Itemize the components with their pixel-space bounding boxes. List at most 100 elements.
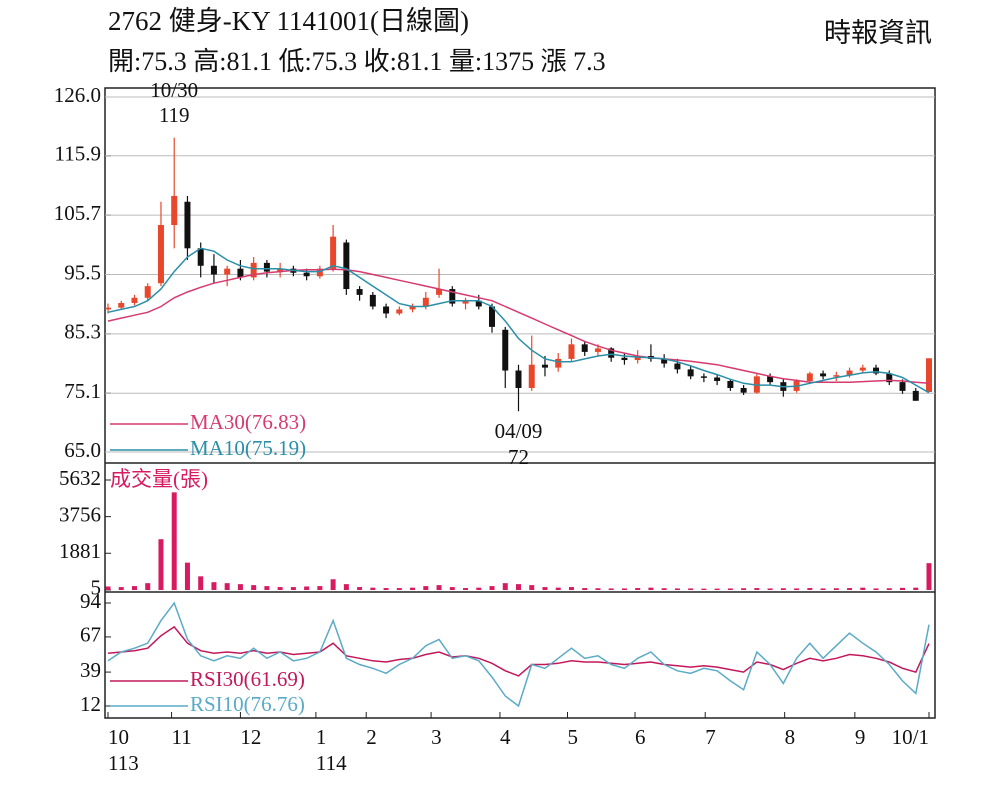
y-tick-label: 94: [80, 589, 102, 613]
candle-body: [568, 344, 575, 359]
volume-bar: [277, 587, 283, 590]
candle-body: [700, 376, 707, 378]
y-tick-label: 115.9: [55, 142, 101, 166]
volume-bar: [568, 587, 574, 590]
volume-bar: [529, 585, 535, 590]
candle-body: [886, 373, 893, 383]
volume-bar: [595, 588, 601, 590]
volume-bar: [754, 588, 760, 590]
annotation-value: 119: [159, 103, 190, 127]
candle-body: [144, 286, 151, 298]
volume-bar: [608, 588, 614, 590]
candle-body: [197, 248, 204, 266]
volume-bar: [913, 587, 919, 590]
y-tick-label: 5632: [59, 466, 101, 490]
candle-body: [330, 236, 337, 269]
candle-body: [806, 373, 813, 381]
volume-bar: [224, 583, 230, 590]
annotation-date: 10/30: [150, 78, 198, 102]
candle-body: [833, 375, 840, 377]
candle-body: [462, 300, 469, 304]
x-tick-label: 6: [635, 725, 646, 749]
volume-bar: [767, 588, 773, 590]
x-tick-label: 1: [316, 725, 327, 749]
y-tick-label: 105.7: [54, 201, 101, 225]
x-tick-label: 11: [172, 725, 192, 749]
candle-body: [515, 370, 522, 388]
volume-bar: [158, 539, 164, 590]
volume-bar: [343, 584, 349, 590]
legend-label: RSI30(61.69): [190, 667, 305, 691]
legend-label: RSI10(76.76): [190, 692, 305, 716]
candle-body: [369, 294, 376, 307]
candle-body: [873, 367, 880, 374]
candle-body: [899, 382, 906, 391]
volume-bar: [317, 586, 323, 590]
x-tick-label: 8: [785, 725, 796, 749]
volume-bar: [211, 582, 217, 590]
volume-bar: [674, 588, 680, 590]
x-tick-label: 10/1: [892, 725, 929, 749]
volume-bar: [516, 584, 521, 590]
candle-body: [224, 268, 231, 275]
candle-body: [343, 242, 350, 290]
volume-title: 成交量(張): [110, 467, 208, 491]
x-tick-label: 4: [500, 725, 511, 749]
candle-body: [356, 289, 363, 295]
volume-bar: [807, 588, 813, 590]
x-tick-label: 7: [705, 725, 716, 749]
candle-body: [449, 289, 456, 304]
volume-bar: [145, 583, 151, 590]
candle-body: [184, 201, 191, 249]
annotation-date: 04/09: [495, 419, 543, 443]
y-tick-label: 1881: [59, 539, 101, 563]
candle-body: [846, 370, 853, 376]
source: 時報資訊: [824, 18, 932, 48]
y-tick-label: 85.3: [64, 320, 101, 344]
candle-body: [767, 376, 774, 383]
candle-body: [171, 195, 178, 226]
y-tick-label: 75.1: [64, 379, 101, 403]
candle-body: [396, 309, 403, 314]
candle-body: [316, 268, 323, 277]
y-tick-label: 126.0: [54, 83, 101, 107]
volume-bar: [131, 586, 137, 590]
candle-body: [661, 358, 668, 364]
x-tick-label: 9: [855, 725, 866, 749]
candle-body: [727, 381, 734, 388]
candle-body: [105, 307, 111, 310]
candle-body: [210, 265, 217, 275]
candle-body: [674, 363, 681, 370]
candle-body: [303, 272, 310, 277]
volume-bar: [304, 586, 310, 590]
candle-body: [581, 344, 588, 352]
volume-bar: [701, 588, 707, 590]
volume-bar: [635, 588, 641, 590]
candle-body: [555, 358, 562, 368]
subtitle: 開:75.3 高:81.1 低:75.3 收:81.1 量:1375 漲 7.3: [108, 47, 606, 76]
candle-body: [237, 268, 244, 278]
candle-body: [714, 377, 721, 381]
annotation-value: 72: [508, 445, 529, 469]
volume-bar: [727, 588, 733, 590]
candle-body: [740, 387, 747, 393]
volume-bar: [886, 588, 892, 590]
candle-body: [502, 329, 509, 371]
candle-body: [118, 303, 125, 308]
volume-bar: [714, 588, 720, 590]
y-tick-label: 5: [91, 576, 102, 600]
candle-body: [277, 268, 284, 272]
candle-body: [383, 306, 390, 314]
x-tick-label: 10: [108, 725, 129, 749]
volume-bar: [926, 563, 932, 590]
volume-bar: [383, 588, 389, 590]
volume-bar: [396, 588, 402, 590]
volume-bar: [463, 588, 469, 590]
volume-bar: [184, 562, 190, 590]
candle-body: [634, 355, 641, 361]
x-tick-label: 2: [366, 725, 377, 749]
volume-bar: [449, 587, 455, 590]
volume-bar: [542, 587, 548, 590]
